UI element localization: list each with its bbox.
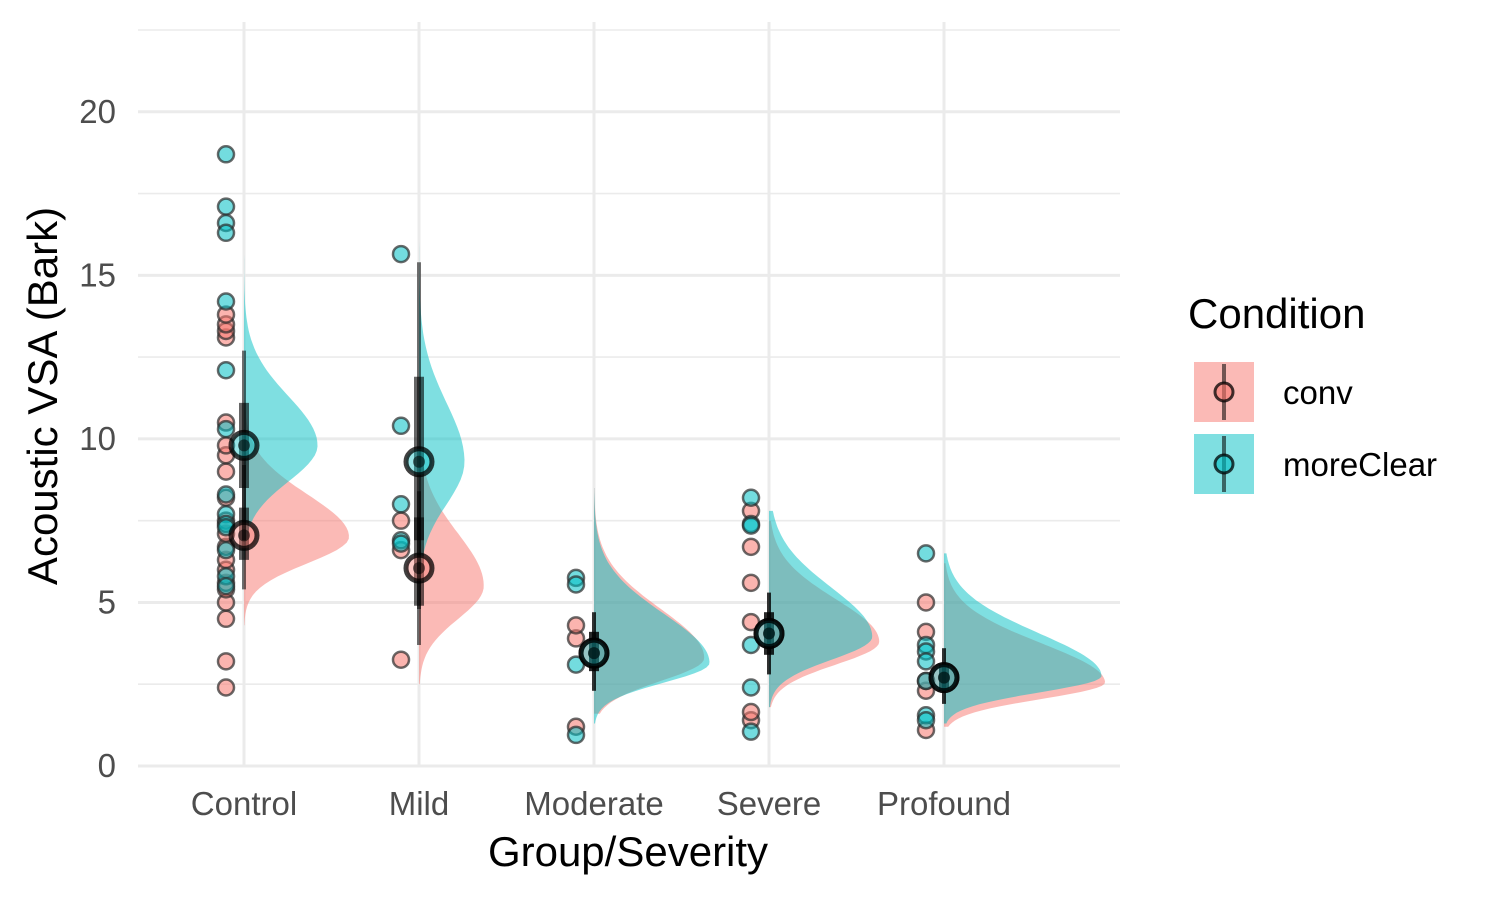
legend-key-point <box>1213 453 1235 475</box>
point-conv <box>741 537 761 557</box>
mean-core-moreClear <box>763 627 775 640</box>
density-moreClear-severe <box>769 510 873 708</box>
point-moreClear <box>566 575 586 594</box>
mean-core-moreClear <box>938 671 950 684</box>
mean-core-moreClear <box>588 647 600 660</box>
point-conv <box>216 652 236 671</box>
point-moreClear <box>216 360 236 380</box>
point-moreClear <box>916 710 936 730</box>
point-conv <box>741 702 761 722</box>
point-moreClear <box>916 652 936 671</box>
point-conv <box>216 609 236 629</box>
legend-label-moreClear: moreClear <box>1283 446 1437 483</box>
point-moreClear <box>391 534 411 553</box>
point-moreClear <box>216 540 236 560</box>
point-moreClear <box>391 244 411 264</box>
point-conv <box>391 511 411 530</box>
point-moreClear <box>216 292 236 311</box>
point-conv <box>216 678 236 697</box>
x-tick-label: Profound <box>877 785 1011 822</box>
mean-ci-markers <box>228 262 960 704</box>
point-moreClear <box>216 145 236 164</box>
mean-core-moreClear <box>238 439 250 452</box>
density-moreClear-profound <box>944 553 1102 724</box>
axes: Group/Severity Acoustic VSA (Bark) 0 5 10 1… <box>19 93 1011 875</box>
y-tick-label: 15 <box>79 256 116 293</box>
y-tick-label: 20 <box>79 93 116 130</box>
density-moreClear-control <box>244 245 318 603</box>
density-clouds <box>244 88 1105 727</box>
raw-points <box>216 145 936 745</box>
legend-label-conv: conv <box>1283 374 1353 411</box>
y-tick-label: 5 <box>98 583 116 620</box>
point-moreClear <box>216 223 236 243</box>
legend-item-conv: conv <box>1194 362 1353 422</box>
point-moreClear <box>216 576 236 596</box>
density-conv-mild <box>419 389 484 685</box>
point-moreClear <box>391 416 411 436</box>
point-moreClear <box>216 485 236 504</box>
y-axis-title: Acoustic VSA (Bark) <box>19 207 66 585</box>
x-tick-label: Mild <box>389 785 450 822</box>
point-conv <box>741 573 761 593</box>
point-moreClear <box>741 722 761 741</box>
legend: Condition conv moreClear <box>1188 290 1437 494</box>
mean-core-moreClear <box>413 455 425 468</box>
density-moreClear-moderate <box>594 487 710 724</box>
x-tick-label: Control <box>191 785 297 822</box>
point-moreClear <box>566 725 586 745</box>
point-moreClear <box>216 197 236 216</box>
point-conv <box>391 650 411 669</box>
x-axis-title: Group/Severity <box>488 828 768 875</box>
point-moreClear <box>741 488 761 508</box>
y-tick-label: 0 <box>98 747 116 784</box>
x-tick-label: Moderate <box>524 785 663 822</box>
point-moreClear <box>391 495 411 514</box>
density-conv-control <box>244 324 349 626</box>
legend-item-moreClear: moreClear <box>1194 434 1437 494</box>
x-tick-label: Severe <box>717 785 822 822</box>
point-conv <box>566 616 586 635</box>
point-moreClear <box>916 544 936 563</box>
point-moreClear <box>741 678 761 697</box>
point-moreClear <box>741 516 761 535</box>
density-moreClear-mild <box>419 88 465 619</box>
point-conv <box>916 593 936 612</box>
y-tick-label: 10 <box>79 420 116 457</box>
legend-key-point <box>1213 381 1235 403</box>
point-conv <box>216 462 236 481</box>
legend-title: Condition <box>1188 290 1365 337</box>
point-moreClear <box>216 419 236 439</box>
